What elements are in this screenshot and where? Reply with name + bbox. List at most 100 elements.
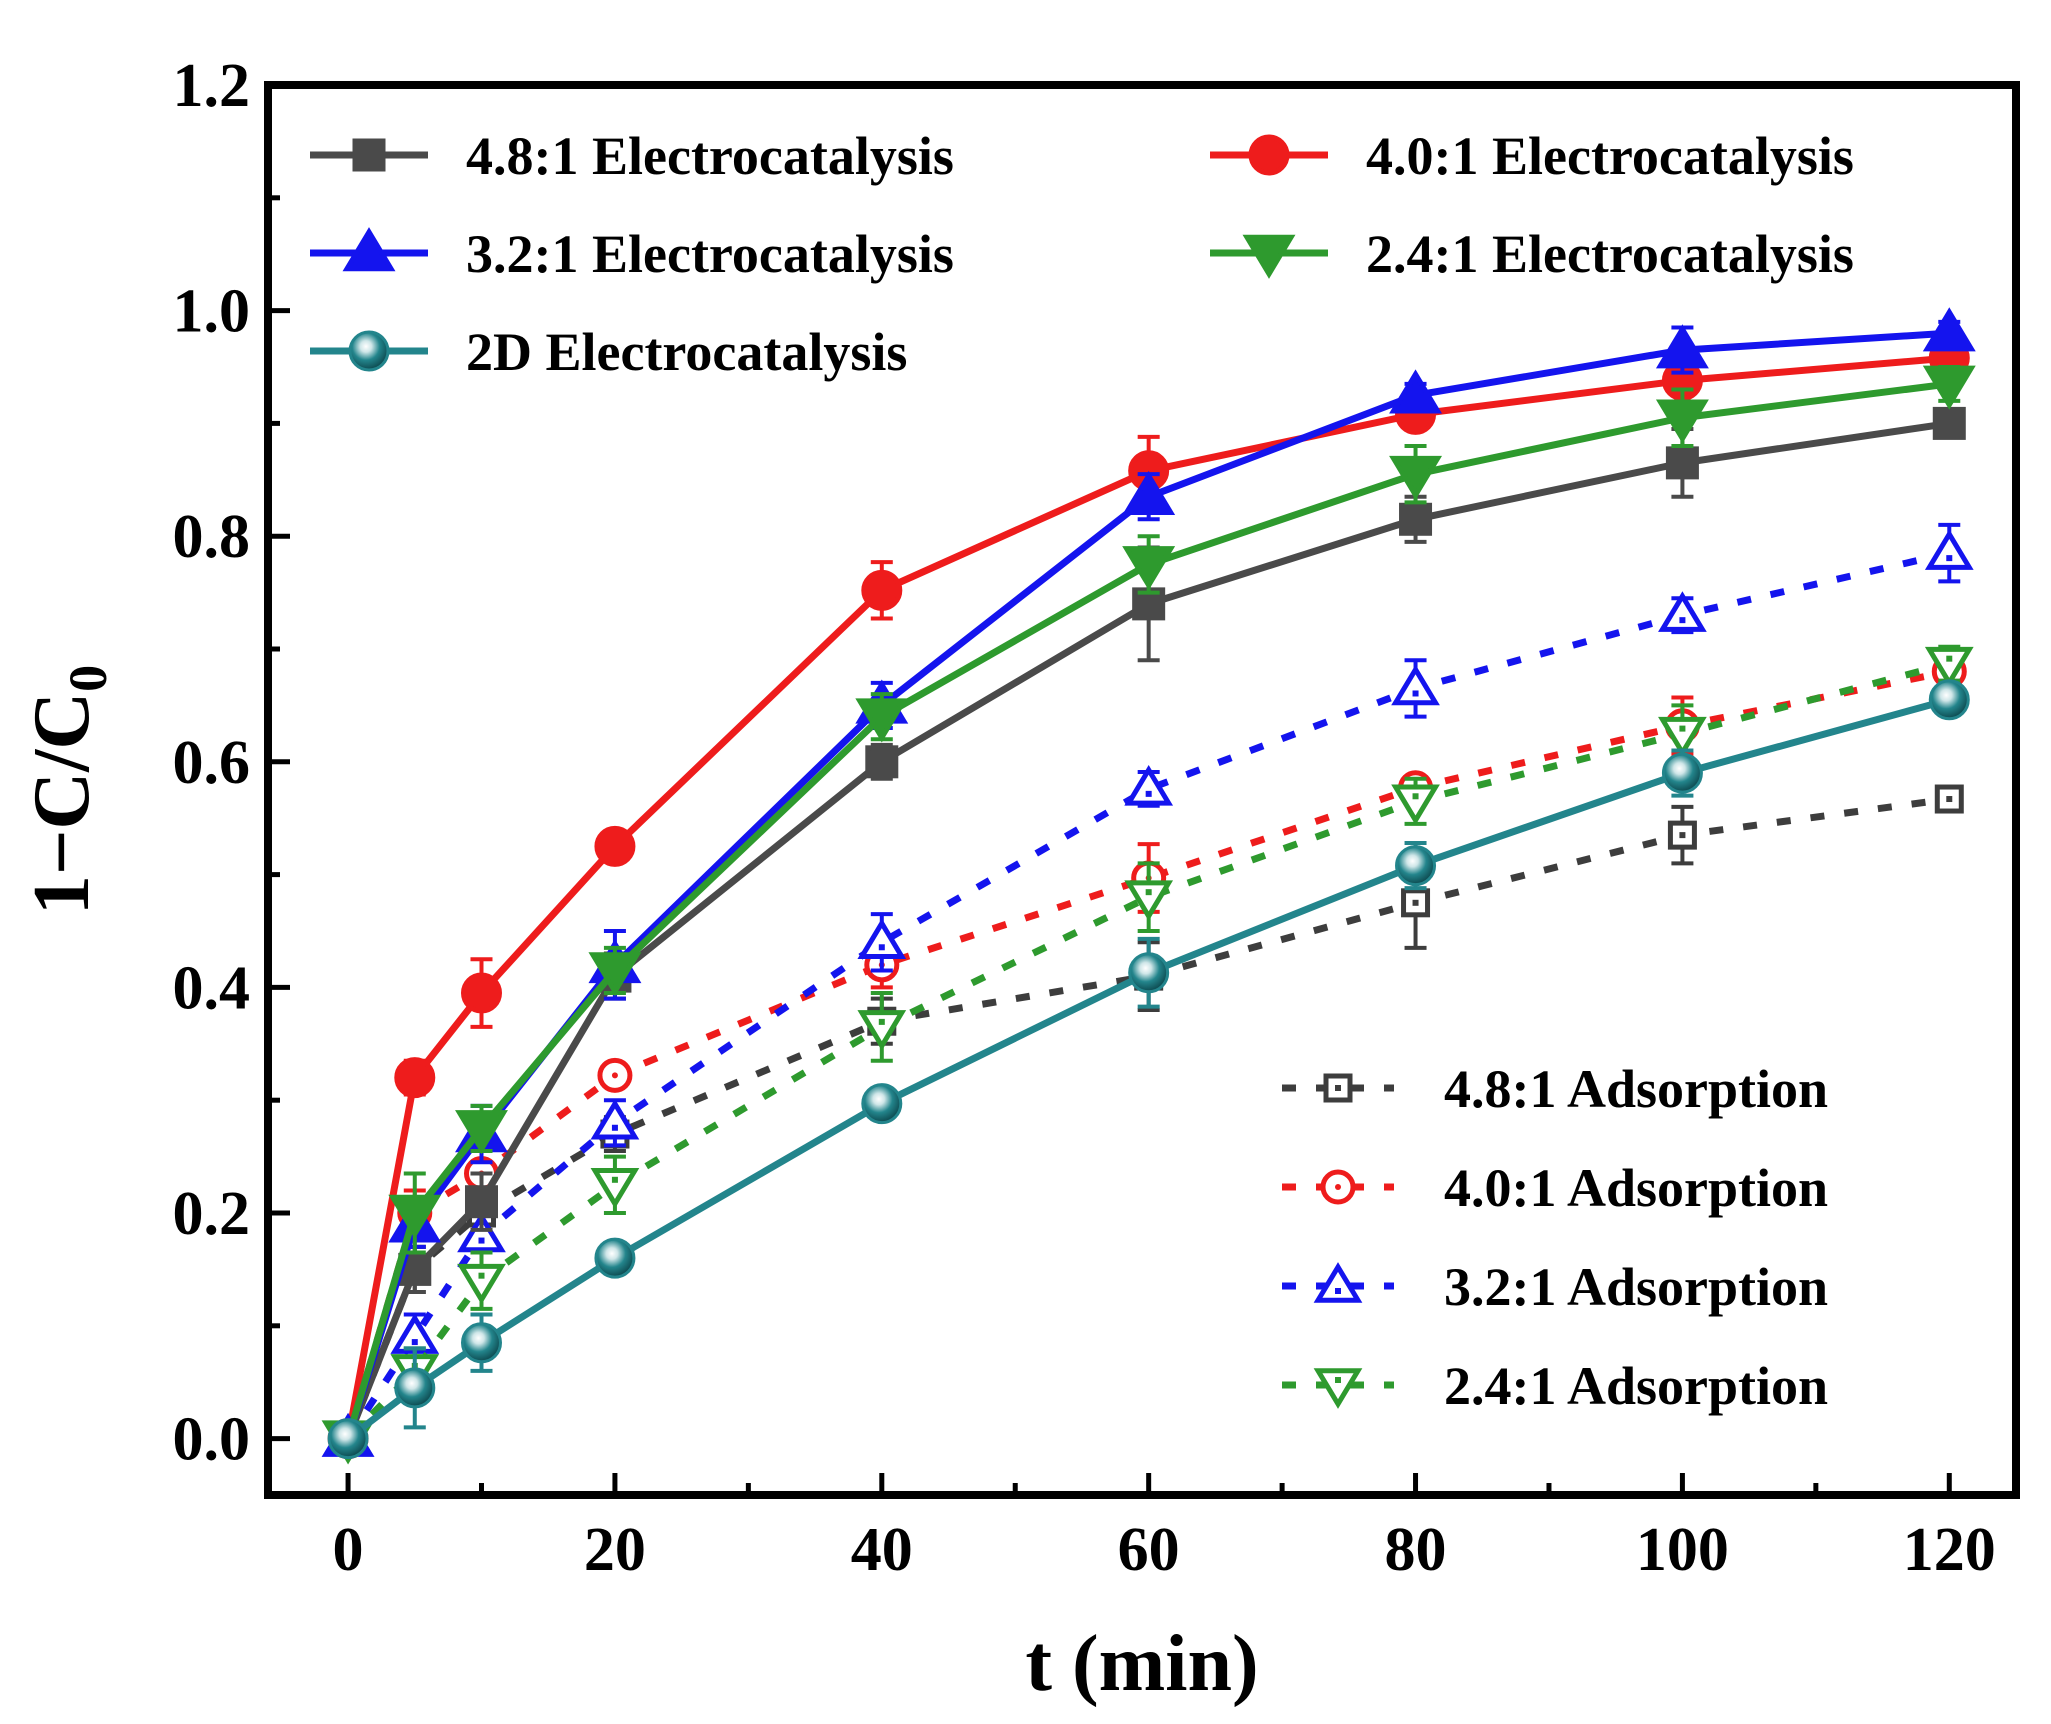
data-point: [388, 1194, 442, 1239]
data-point-center: [1145, 790, 1152, 797]
data-point-center: [878, 1018, 885, 1025]
legend-item-4-0-1-adsorption: 4.0:1 Adsorption: [1282, 1158, 1828, 1218]
data-point: [1389, 455, 1443, 501]
legend-marker-center: [1335, 1184, 1341, 1190]
legend-item-2d-electrocatalysis: 2D Electrocatalysis: [310, 322, 907, 382]
data-point: [1401, 888, 1431, 918]
x-tick-label: 40: [851, 1516, 913, 1584]
data-point-center: [1145, 889, 1152, 896]
data-point: [590, 1098, 640, 1140]
legend-item-2-4-1-adsorption: 2.4:1 Adsorption: [1282, 1356, 1828, 1416]
data-point-center: [1679, 617, 1686, 624]
data-point: [1655, 399, 1709, 444]
x-tick-label: 80: [1385, 1516, 1447, 1584]
data-point: [1658, 716, 1707, 758]
y-tick-label: 0.8: [173, 503, 251, 571]
legend-label: 4.0:1 Electrocatalysis: [1366, 126, 1854, 186]
x-tick-label: 100: [1636, 1516, 1729, 1584]
data-point: [590, 1168, 640, 1209]
data-point: [1655, 324, 1709, 369]
data-point: [1932, 406, 1966, 440]
data-point: [1658, 591, 1707, 632]
legend-item-4-8-1-electrocatalysis: 4.8:1 Electrocatalysis: [310, 126, 954, 186]
data-point-center: [1946, 655, 1953, 662]
data-point-center: [478, 1272, 485, 1279]
legend-item-2-4-1-electrocatalysis: 2.4:1 Electrocatalysis: [1210, 224, 1854, 284]
data-point: [455, 1110, 508, 1155]
y-tick-label: 0.2: [173, 1180, 251, 1248]
data-point: [1928, 679, 1970, 721]
y-axis-title: 1−C/C0: [18, 665, 118, 915]
data-point: [1389, 369, 1443, 414]
data-point: [1922, 365, 1976, 410]
data-point: [1124, 765, 1174, 806]
data-point-center: [1679, 832, 1686, 839]
legend-label: 2D Electrocatalysis: [466, 322, 907, 382]
legend-top-left: 4.8:1 Electrocatalysis 3.2:1 Electrocatal…: [310, 126, 954, 382]
series-layer: [321, 307, 1976, 1465]
data-point: [464, 1185, 498, 1219]
data-point-center: [1412, 793, 1419, 800]
y-tick-label: 0.4: [173, 954, 251, 1022]
legend-top-right: 4.0:1 Electrocatalysis 2.4:1 Electrocatal…: [1210, 126, 1854, 284]
y-tick-label: 1.2: [173, 52, 251, 120]
data-point: [865, 745, 899, 779]
data-point: [594, 1237, 636, 1279]
data-point: [1122, 546, 1176, 591]
y-axis-title-main: 1−C/C: [18, 692, 106, 915]
legend-marker-center: [1335, 1377, 1341, 1383]
legend-marker: [1323, 1073, 1353, 1103]
legend-marker-center: [1335, 1288, 1341, 1294]
x-tick-label: 120: [1903, 1516, 1996, 1584]
legend-item-3-2-1-electrocatalysis: 3.2:1 Electrocatalysis: [310, 224, 954, 284]
data-point-center: [1679, 725, 1686, 732]
data-point-center: [1946, 555, 1953, 562]
data-point: [327, 1418, 369, 1460]
legend-marker: [352, 138, 386, 172]
x-tick-label: 60: [1118, 1516, 1180, 1584]
data-point: [861, 569, 903, 611]
y-tick-label: 0.0: [173, 1406, 251, 1474]
data-point: [1124, 880, 1174, 922]
data-point: [457, 1263, 506, 1305]
data-point: [1391, 664, 1440, 706]
data-point: [394, 1367, 436, 1409]
y-axis-title-subscript: 0: [58, 665, 118, 692]
data-point-center: [478, 1237, 485, 1244]
legend-marker: [1248, 134, 1290, 176]
legend-label: 4.8:1 Adsorption: [1444, 1059, 1828, 1119]
legend-item-4-8-1-adsorption: 4.8:1 Adsorption: [1282, 1059, 1828, 1119]
legend-label: 4.0:1 Adsorption: [1444, 1158, 1828, 1218]
legend-label: 3.2:1 Adsorption: [1444, 1257, 1828, 1317]
data-point: [457, 1211, 506, 1253]
data-point: [1128, 952, 1170, 994]
legend-label: 2.4:1 Adsorption: [1444, 1356, 1828, 1416]
data-point-center: [1412, 899, 1419, 906]
legend-item-4-0-1-electrocatalysis: 4.0:1 Electrocatalysis: [1210, 126, 1854, 186]
data-point-center: [411, 1339, 418, 1346]
tick-labels: 0 20 40 60 80 100 120 0.0 0.2 0.4 0.6 0.8 1.0 1.2: [173, 52, 1996, 1584]
legend-marker: [342, 227, 396, 272]
x-tick-label: 0: [333, 1516, 364, 1584]
legend-label: 3.2:1 Electrocatalysis: [466, 224, 954, 284]
data-point: [1661, 752, 1703, 794]
data-point-center: [611, 1124, 618, 1131]
x-axis-title: t (min): [1025, 1620, 1258, 1708]
data-point: [861, 1083, 903, 1125]
plot-frame: [264, 81, 2020, 1499]
legend-label: 2.4:1 Electrocatalysis: [1366, 224, 1854, 284]
data-point: [594, 825, 636, 867]
data-point: [1122, 470, 1176, 515]
data-point-center: [1412, 690, 1419, 697]
data-point: [588, 952, 642, 997]
legend: 4.8:1 Electrocatalysis 3.2:1 Electrocatal…: [310, 126, 1854, 1416]
legend-marker: [1313, 1368, 1363, 1409]
data-point: [1395, 845, 1437, 887]
legend-marker: [1313, 1262, 1363, 1303]
legend-bottom-right: 4.8:1 Adsorption 4.0:1 Adsorption 3.2:1 Ad…: [1282, 1059, 1828, 1416]
data-point: [1665, 446, 1699, 480]
y-tick-label: 1.0: [173, 278, 251, 346]
legend-marker: [348, 330, 390, 372]
data-point: [857, 1010, 907, 1051]
